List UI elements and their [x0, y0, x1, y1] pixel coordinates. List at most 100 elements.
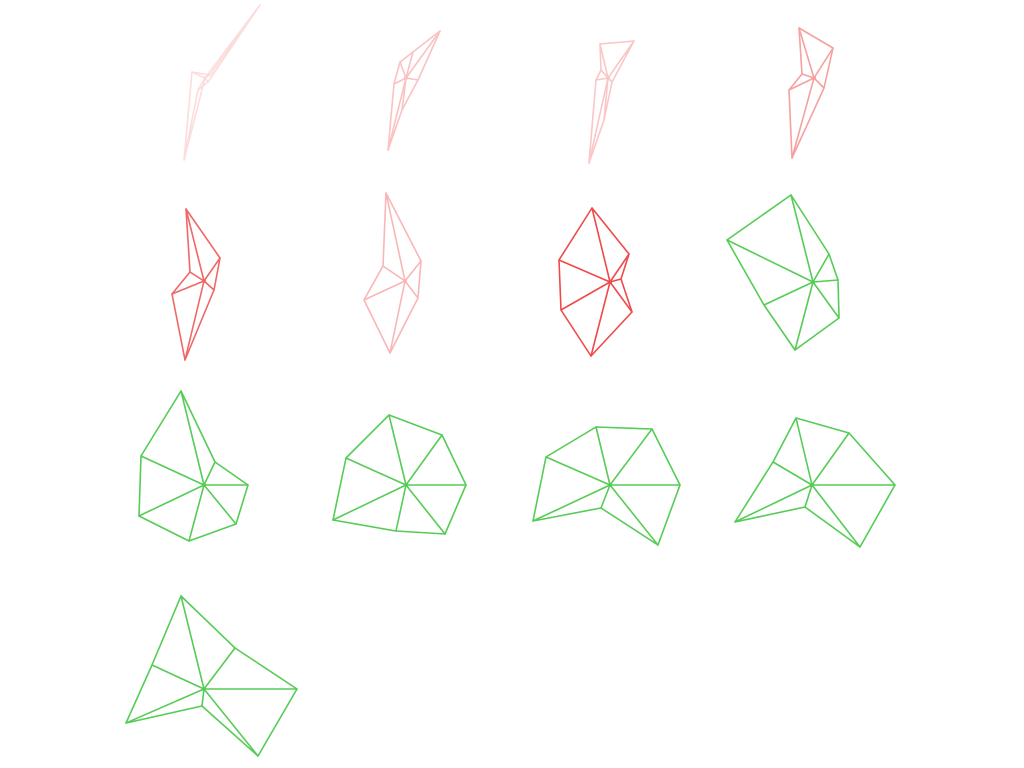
shape-spoke [609, 484, 659, 546]
shape-spoke [609, 281, 633, 313]
shape-spoke [395, 484, 407, 532]
shape-spoke [399, 61, 407, 79]
shape-spoke [151, 664, 205, 690]
shape-spoke [607, 40, 635, 79]
shape-spoke [385, 192, 406, 282]
shape-spoke [811, 484, 861, 548]
shape-spoke [140, 455, 205, 486]
shape-spoke [184, 280, 205, 361]
shape-spoke [203, 461, 216, 486]
shape-outline [788, 27, 834, 159]
shape-outline [532, 426, 681, 546]
shape-6-red [363, 192, 422, 354]
shape-12-green [734, 417, 896, 548]
shape-spoke [405, 484, 446, 535]
shape-spoke [203, 647, 236, 690]
shape-spoke [203, 484, 237, 525]
shape-spoke [405, 77, 419, 81]
shape-spoke [203, 688, 259, 757]
shape-spoke [189, 271, 205, 282]
shape-outline [734, 417, 896, 548]
shape-spoke [812, 281, 840, 319]
shape-spoke [185, 208, 205, 282]
shape-spoke [588, 77, 609, 164]
shape-spoke [203, 280, 215, 291]
shape-10-green [332, 414, 467, 535]
shape-1-red [183, 4, 261, 161]
shape-spoke [125, 688, 205, 724]
shape-spoke [558, 259, 611, 283]
shape-spoke [609, 253, 630, 283]
shape-3-red [588, 40, 635, 164]
shape-spoke [599, 43, 609, 79]
shape-13-green [125, 595, 298, 757]
shape-spoke [609, 428, 653, 486]
shape-center-point [202, 279, 206, 283]
shape-center-point [203, 76, 207, 80]
shape-spoke [560, 281, 611, 311]
shape-spoke [197, 77, 206, 91]
shape-center-point [812, 76, 816, 80]
shape-spoke [801, 73, 815, 79]
shape-spoke [171, 280, 205, 295]
shape-spoke [812, 253, 830, 283]
shape-center-point [810, 483, 814, 487]
shape-spoke [363, 280, 406, 301]
shape-spoke [798, 27, 815, 79]
shape-spoke [532, 484, 611, 522]
shape-spoke [772, 461, 813, 486]
shape-spoke [401, 77, 407, 111]
shape-5-red [171, 208, 221, 361]
shape-spoke [180, 595, 205, 690]
shape-11-green [532, 426, 681, 546]
shape-spoke [203, 257, 221, 282]
shape-7-red [558, 207, 633, 357]
shape-spoke [590, 281, 611, 357]
shape-spoke [204, 4, 261, 79]
shape-spoke [813, 77, 825, 89]
shape-spoke [595, 77, 609, 81]
shape-8-green [726, 194, 840, 351]
shape-spoke [763, 281, 814, 306]
shape-spoke [382, 265, 406, 282]
shape-spoke [591, 207, 611, 283]
shape-spoke [726, 239, 814, 283]
shape-center-point [403, 279, 407, 283]
shape-outline [726, 194, 840, 351]
shape-spoke [404, 260, 422, 282]
shape-center-point [202, 483, 206, 487]
shape-spoke [138, 484, 205, 517]
shape-spoke [788, 77, 815, 91]
shape-center-point [811, 280, 815, 284]
shape-spoke [795, 417, 813, 486]
shape-4-red [788, 27, 834, 159]
shape-outline [183, 4, 261, 161]
shape-2-red [387, 30, 441, 151]
shape-9-green [138, 390, 249, 542]
shape-spoke [603, 77, 609, 121]
shape-spoke [791, 77, 815, 159]
shape-spoke [180, 390, 205, 486]
shape-spoke [191, 71, 206, 79]
shape-center-point [404, 76, 408, 80]
shape-center-point [608, 483, 612, 487]
shape-spoke [183, 77, 206, 161]
shape-center-point [606, 76, 610, 80]
shape-outline [332, 414, 467, 535]
shape-spoke [734, 484, 813, 523]
shape-center-point [202, 687, 206, 691]
shape-outline [387, 30, 441, 151]
shape-spoke [332, 484, 407, 521]
shape-spoke [405, 30, 441, 79]
shape-center-point [608, 280, 612, 284]
shape-spoke [794, 281, 814, 351]
shape-spoke [790, 194, 814, 283]
shape-spoke [201, 688, 205, 707]
shape-spoke [813, 47, 834, 79]
shape-spoke [600, 484, 611, 509]
shape-spoke [345, 457, 407, 486]
shape-spoke [812, 279, 839, 283]
shape-spoke [404, 280, 419, 299]
shape-spoke [405, 51, 414, 79]
